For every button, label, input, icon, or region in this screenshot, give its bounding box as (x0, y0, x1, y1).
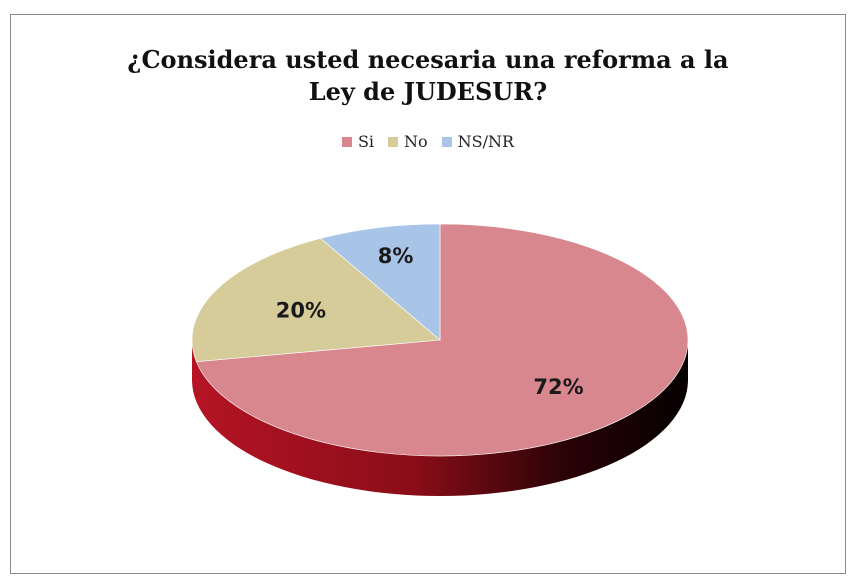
pie-slice-no (191, 238, 441, 363)
legend-item-si: Si (341, 132, 375, 151)
legend-swatch-nsnr (441, 136, 452, 147)
legend-swatch-no (388, 136, 399, 147)
chart-title-line-2: Ley de JUDESUR? (308, 77, 548, 106)
legend-label-no: No (404, 132, 428, 151)
pie-label-nsnr: 8% (378, 244, 414, 268)
legend-label-nsnr: NS/NR (457, 132, 515, 151)
legend-item-no: No (388, 132, 428, 151)
chart-title: ¿Considera usted necesaria una reforma a… (0, 44, 856, 108)
legend-item-nsnr: NS/NR (441, 132, 515, 151)
pie-slice-nsnr (319, 223, 441, 341)
pie-slice-si (195, 223, 689, 457)
chart-title-line-1: ¿Considera usted necesaria una reforma a… (127, 45, 729, 74)
chart-legend: Si No NS/NR (0, 132, 856, 151)
pie-label-no: 20% (276, 298, 326, 322)
pie-label-si: 72% (533, 375, 583, 399)
pie-labels-group: 72% 20% 8% (276, 244, 584, 399)
legend-label-si: Si (357, 132, 375, 151)
pie-side-wall (192, 340, 688, 496)
pie-side-group (192, 340, 688, 496)
pie-top-group (191, 223, 689, 457)
legend-swatch-si (341, 136, 352, 147)
